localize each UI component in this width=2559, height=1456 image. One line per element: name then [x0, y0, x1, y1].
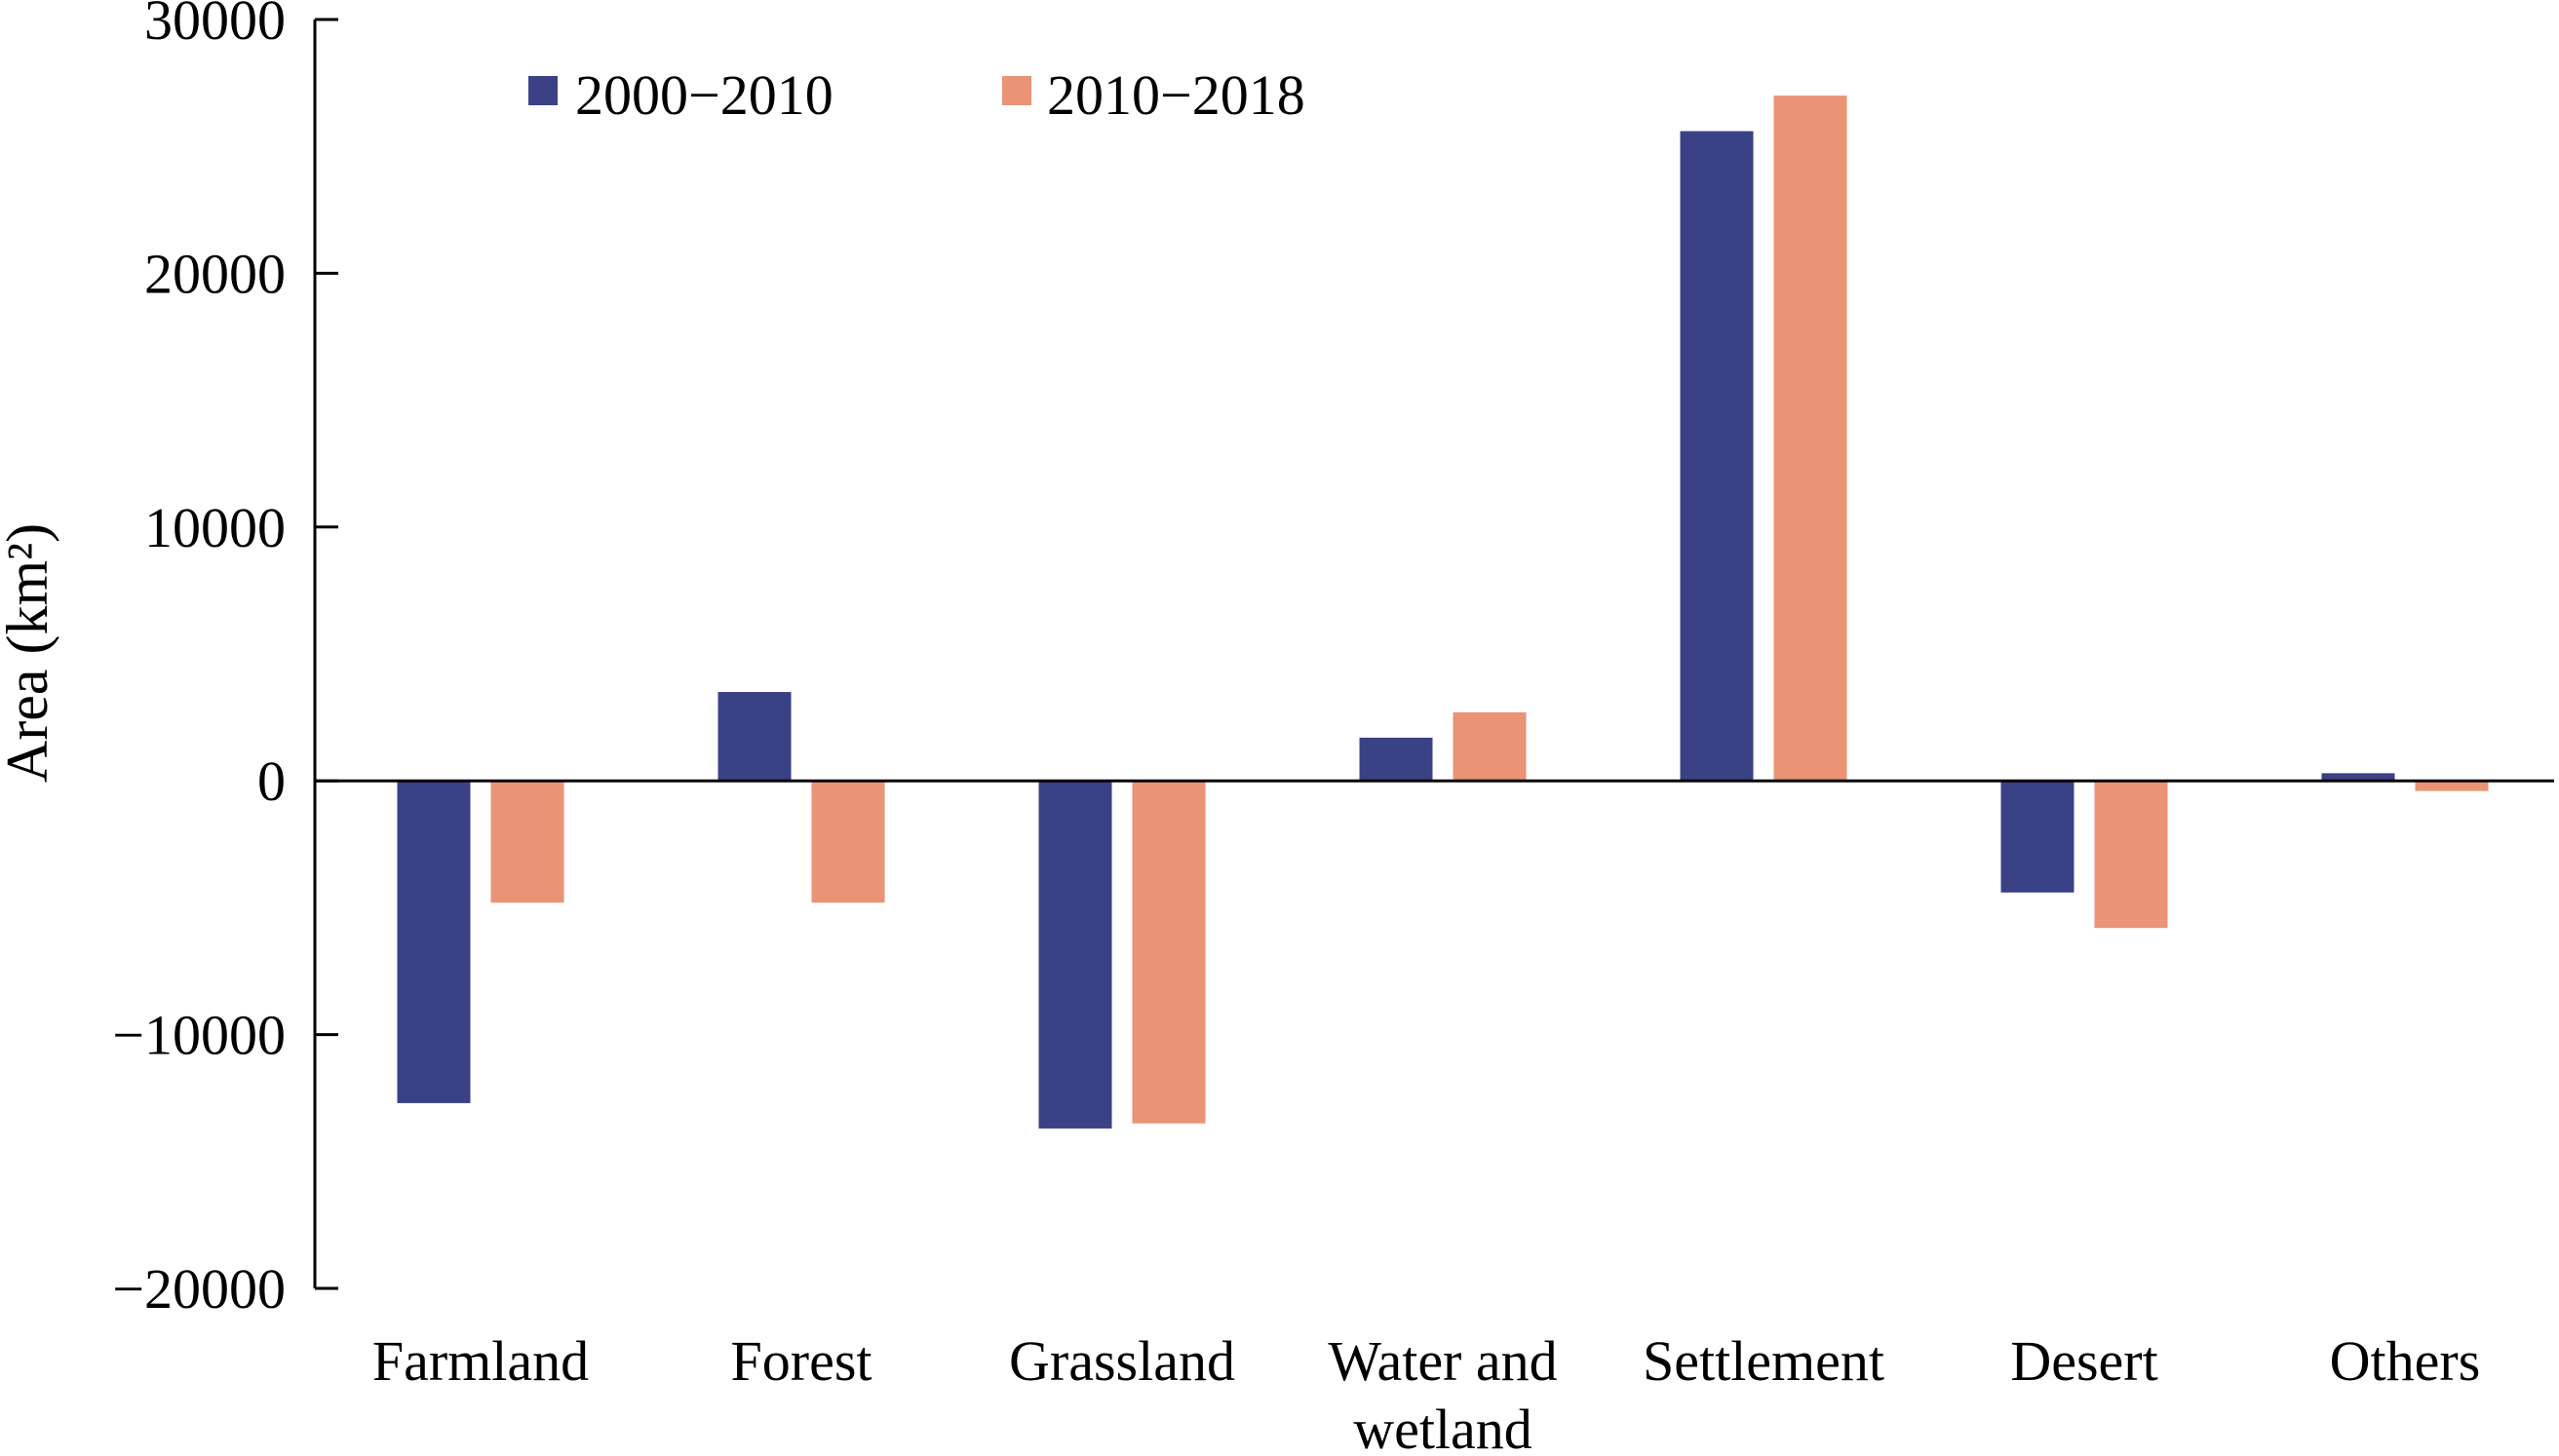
bar-series2-cat3: [1132, 781, 1206, 1124]
x-category-labels-group: Farmland Forest Grassland Water and wetland S…: [372, 1329, 2480, 1456]
x-category-label: Settlement: [1643, 1329, 1884, 1393]
x-category-label: Grassland: [1009, 1329, 1235, 1393]
bar-series1-cat7: [2321, 773, 2395, 782]
x-category-label: Forest: [731, 1329, 872, 1393]
bar-series2-cat6: [2094, 781, 2168, 929]
legend-label-series1: 2000−2010: [575, 63, 834, 127]
y-tick-label: 10000: [144, 496, 286, 559]
y-tick-label: 0: [257, 749, 286, 813]
bar-series2-cat1: [490, 781, 564, 903]
bar-series1-cat4: [1359, 737, 1433, 782]
bars-group: [397, 96, 2489, 1129]
bar-series1-cat2: [717, 692, 792, 782]
y-tick-label: −20000: [112, 1257, 286, 1321]
x-category-label: Others: [2330, 1329, 2481, 1393]
bar-series2-cat7: [2415, 781, 2489, 791]
bar-series1-cat5: [1680, 131, 1754, 782]
bar-series1-cat6: [2000, 781, 2074, 893]
x-category-label: Desert: [2010, 1329, 2157, 1393]
bar-series1-cat3: [1038, 781, 1112, 1129]
legend-swatch-series2: [1002, 76, 1031, 105]
y-axis-title: Area (km²): [0, 523, 59, 783]
legend: 2000−2010 2010−2018: [528, 63, 1305, 127]
legend-label-series2: 2010−2018: [1047, 63, 1305, 127]
bar-series2-cat5: [1773, 96, 1847, 782]
bar-series2-cat4: [1453, 711, 1527, 782]
y-tick-label: 30000: [144, 0, 286, 52]
y-tick-label: 20000: [144, 242, 286, 305]
y-tick-label: −10000: [112, 1004, 286, 1067]
bar-series2-cat2: [811, 781, 885, 903]
legend-swatch-series1: [528, 76, 558, 105]
x-category-label: Water and wetland: [1328, 1329, 1557, 1456]
x-category-label: Farmland: [372, 1329, 589, 1393]
axes-group: [313, 19, 2554, 1288]
y-ticks-group: −20000 −10000 0 10000 20000 30000: [112, 0, 338, 1321]
bar-series1-cat1: [397, 781, 471, 1103]
